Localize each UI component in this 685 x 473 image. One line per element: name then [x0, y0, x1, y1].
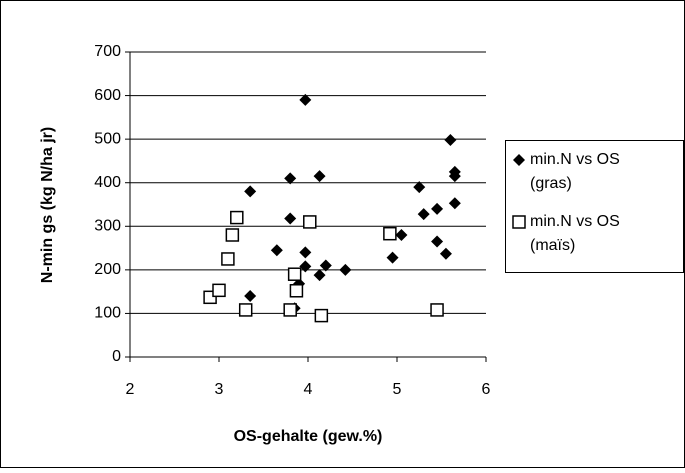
point	[299, 260, 312, 273]
y-tick-label: 600	[94, 87, 121, 104]
x-tick-label: 2	[126, 381, 135, 398]
point	[244, 185, 257, 198]
point	[386, 251, 399, 264]
point	[283, 303, 297, 317]
point	[319, 259, 332, 272]
point	[339, 263, 352, 276]
point	[212, 283, 226, 298]
y-tick-label: 500	[94, 130, 121, 147]
y-tick-label: 0	[112, 348, 121, 365]
y-tick-label: 400	[94, 174, 121, 191]
point	[225, 228, 240, 242]
point	[512, 215, 526, 229]
point	[313, 170, 326, 183]
x-tick-label: 5	[393, 381, 402, 398]
point	[439, 247, 452, 260]
point	[289, 284, 304, 298]
y-axis-label: N-min gs (kg N/ha jr)	[39, 127, 56, 283]
x-axis-label: OS-gehalte (gew.%)	[234, 428, 383, 445]
point	[287, 267, 302, 281]
point	[413, 181, 426, 194]
point	[395, 229, 408, 241]
x-tick-label: 6	[482, 381, 491, 398]
point	[444, 134, 457, 147]
point	[313, 269, 326, 282]
point	[284, 212, 297, 225]
legend-box	[505, 140, 684, 273]
point	[299, 246, 312, 259]
y-tick-label: 300	[94, 218, 121, 235]
point	[448, 170, 461, 183]
point	[238, 303, 253, 317]
point	[299, 93, 312, 106]
point	[221, 252, 235, 266]
point	[303, 215, 317, 229]
y-tick-label: 200	[94, 261, 121, 278]
legend-label: min.N vs OS (gras)	[530, 151, 620, 192]
x-tick-label: 4	[304, 381, 313, 398]
x-tick-label: 3	[215, 381, 224, 398]
point	[448, 197, 461, 210]
point	[314, 308, 329, 323]
point	[417, 208, 430, 221]
point	[383, 226, 397, 241]
legend-label: min.N vs OS (maïs)	[530, 213, 620, 254]
point	[430, 303, 444, 317]
y-tick-label: 100	[94, 305, 121, 322]
point	[431, 235, 444, 248]
point	[513, 154, 525, 166]
y-tick-label: 700	[94, 43, 121, 60]
point	[270, 244, 283, 257]
point	[230, 210, 244, 225]
point	[284, 172, 297, 185]
point	[244, 290, 257, 302]
point	[431, 202, 444, 215]
